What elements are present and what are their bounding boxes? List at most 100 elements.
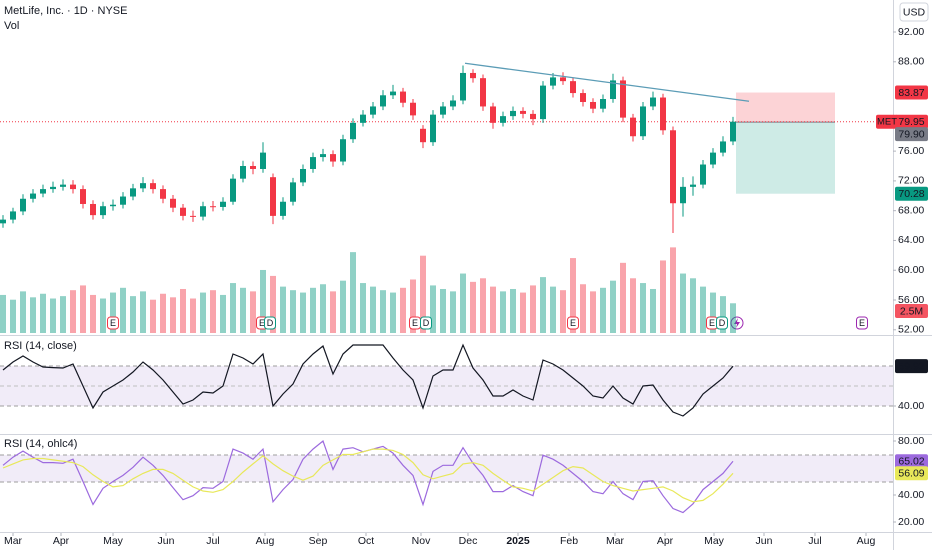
volume-bar [610, 280, 616, 333]
candle-body [490, 106, 496, 123]
volume-bar [700, 286, 706, 333]
candle-body [20, 198, 26, 212]
volume-bar [100, 298, 106, 333]
candle-body [140, 183, 146, 189]
event-icon[interactable] [567, 316, 579, 330]
candle-body [430, 114, 436, 143]
y-tick-label: 80.00 [898, 435, 924, 447]
volume-bar [30, 297, 36, 333]
candle-body [600, 99, 606, 109]
x-tick-label: Sep [309, 535, 328, 547]
rsi-title: RSI (14, ohlc4) [4, 438, 77, 450]
event-icon[interactable] [856, 316, 868, 330]
price-tag [895, 127, 928, 142]
candle-body [590, 101, 596, 109]
candle-body [650, 97, 656, 107]
candle-body [690, 184, 696, 187]
price-tag-label: 79.95 [898, 116, 924, 128]
y-tick-label: 60.00 [898, 264, 924, 276]
x-tick-label: Jun [158, 535, 175, 547]
x-tick-label: Dec [459, 535, 478, 547]
trend-line [464, 62, 750, 102]
event-label: E [110, 318, 116, 328]
y-tick-label: 52.00 [898, 324, 924, 336]
candle-body [630, 117, 636, 137]
volume-bar [130, 296, 136, 333]
volume-bar [80, 285, 86, 333]
volume-bar [650, 288, 656, 333]
candle-body [280, 201, 286, 216]
volume-bar [430, 285, 436, 333]
volume-bar [720, 296, 726, 333]
currency-button[interactable] [899, 2, 929, 22]
event-icon-flash [734, 318, 740, 328]
candle-body [460, 72, 466, 101]
event-label: E [259, 318, 265, 328]
candle-body [110, 204, 116, 207]
volume-bar [600, 287, 606, 333]
volume-bar [460, 273, 466, 333]
volume-bar [550, 286, 556, 333]
value-tag [895, 454, 928, 469]
event-icon[interactable] [420, 316, 432, 330]
candle-body [270, 177, 276, 216]
candle-body [450, 100, 456, 107]
volume-bar [280, 286, 286, 333]
price-tag-label: 83.87 [898, 87, 924, 99]
candle-body [90, 203, 96, 216]
indicator-line [2, 343, 734, 417]
x-tick-label: May [704, 535, 725, 547]
volume-bar [480, 278, 486, 333]
value-tag [895, 466, 928, 481]
volume-bar [590, 291, 596, 333]
x-tick-label: May [103, 535, 124, 547]
candle-body [540, 85, 546, 120]
x-tick-label: Mar [4, 535, 23, 547]
candle-body [640, 106, 646, 137]
price-tag-label: 70.28 [898, 188, 924, 200]
candle-body [510, 110, 516, 117]
y-tick-label: 88.00 [898, 56, 924, 68]
y-tick-label: 72.00 [898, 175, 924, 187]
volume-bar [150, 299, 156, 333]
value-tag-label: 56.09 [898, 468, 924, 480]
candle-body [730, 121, 736, 142]
value-tag [895, 359, 928, 374]
candle-body [220, 201, 226, 207]
rsi-title: RSI (14, close) [4, 340, 77, 352]
candle-body [710, 152, 716, 165]
volume-bar [210, 290, 216, 333]
event-icon[interactable] [716, 316, 728, 330]
y-tick-label: 68.00 [898, 204, 924, 216]
candle-body [330, 154, 336, 162]
position-stop-zone [736, 122, 835, 194]
currency[interactable]: USD [903, 6, 926, 18]
volume-tag-label: 2.5M [900, 305, 923, 317]
candle-body [50, 186, 56, 190]
y-tick-label: 56.00 [898, 294, 924, 306]
candle-body [200, 206, 206, 217]
candle-body [550, 77, 556, 86]
volume-bar [50, 298, 56, 333]
volume-bar [250, 291, 256, 333]
volume-bar [560, 290, 566, 333]
candle-body [520, 110, 526, 114]
candle-body [700, 164, 706, 185]
value-tag-label: 59.92 [898, 360, 924, 372]
candle-body [570, 81, 576, 94]
event-icon[interactable] [264, 316, 276, 330]
candle-body [530, 113, 536, 120]
candle-body [360, 114, 366, 123]
candle-body [500, 116, 506, 123]
x-tick-label: Feb [560, 535, 578, 547]
candle-body [230, 178, 236, 202]
candle-body [320, 154, 326, 158]
volume-bar [540, 277, 546, 333]
event-icon[interactable] [107, 316, 119, 330]
candle-body [720, 141, 726, 153]
price-tag [895, 85, 928, 100]
volume-bar [160, 293, 166, 333]
volume-bar [450, 291, 456, 333]
volume-bar [270, 275, 276, 333]
volume-bar [660, 260, 666, 333]
